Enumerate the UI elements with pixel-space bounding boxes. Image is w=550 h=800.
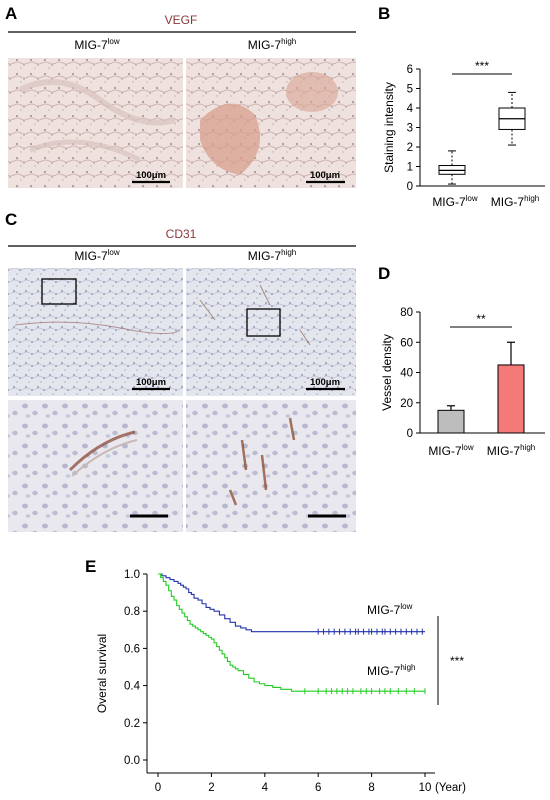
panel-d-xtick-high: MIG-7high <box>487 443 535 458</box>
panel-a-letter: A <box>5 4 17 23</box>
panel-c-zoom-low <box>8 400 183 532</box>
chart-e-ytick-label: 0.2 <box>124 718 140 730</box>
chart-d-ytick-label: 20 <box>400 398 413 410</box>
chart-b-ytick-label: 4 <box>407 103 414 115</box>
panel-b-significance: *** <box>475 59 489 73</box>
panel-a-micrograph-low: 100μm <box>8 58 183 188</box>
panel-a-high-label: MIG-7high <box>248 37 296 52</box>
chart-e: 0.0 0.2 0.4 0.6 0.8 1.0 0 2 4 6 8 10 (Year) Overal su… <box>95 569 466 794</box>
chart-b-ytick-label: 3 <box>407 123 413 135</box>
chart-d-ytick-label: 80 <box>400 307 413 319</box>
chart-e-ytick-label: 0.8 <box>124 606 140 618</box>
chart-d-bar <box>497 364 525 434</box>
chart-e-ytick-label: 0.6 <box>124 643 140 655</box>
panel-d-xtick-low: MIG-7low <box>428 443 474 458</box>
chart-d-ytick-label: 0 <box>407 428 413 440</box>
panel-b-xtick-high: MIG-7high <box>491 194 539 209</box>
panel-c-micrograph-low: 100μm <box>8 268 183 396</box>
chart-b: 0 1 2 3 4 5 6 Staining intensity <box>382 64 545 193</box>
chart-b-ylabel: Staining intensity <box>382 82 396 173</box>
panel-d-significance: ** <box>476 312 486 326</box>
chart-d-ytick-label: 40 <box>400 368 413 380</box>
chart-e-ytick-label: 1.0 <box>124 569 140 581</box>
chart-e-xtick-label: 0 <box>155 782 161 794</box>
chart-e-xtick-label: 6 <box>315 782 321 794</box>
panel-b-xtick-low: MIG-7low <box>432 194 478 209</box>
chart-b-ytick-label: 2 <box>407 142 413 154</box>
panel-a-stain-title: VEGF <box>165 13 198 27</box>
chart-e-xtick-label: 4 <box>262 782 269 794</box>
panel-a-micrograph-high: 100μm <box>186 58 356 188</box>
chart-b-ytick-label: 1 <box>407 162 413 174</box>
panel-a-low-label: MIG-7low <box>74 37 120 52</box>
panel-c-zoom-high <box>186 400 356 532</box>
chart-d-ylabel: Vessel density <box>380 334 394 411</box>
chart-d-bar <box>437 409 465 434</box>
chart-e-xtick-label: 8 <box>368 782 374 794</box>
panel-e-label-high: MIG-7high <box>367 663 415 678</box>
panel-c-low-label: MIG-7low <box>74 248 120 263</box>
chart-d: 0 20 40 60 80 Vessel density <box>380 307 545 440</box>
chart-e-survival-line-high <box>158 573 425 692</box>
chart-e-ytick-label: 0.4 <box>124 681 141 693</box>
chart-e-survival-line-low <box>158 573 425 633</box>
chart-b-ytick-label: 0 <box>407 181 413 193</box>
panel-e-significance: *** <box>450 654 464 668</box>
chart-e-x-unit: (Year) <box>435 782 466 794</box>
panel-a-scale-low: 100μm <box>136 170 166 181</box>
chart-d-ytick-label: 60 <box>400 337 413 349</box>
panel-a-scale-high: 100μm <box>310 170 340 181</box>
chart-b-ytick-label: 5 <box>407 84 413 96</box>
panel-c-micrograph-high: 100μm <box>186 268 356 396</box>
panel-c-high-label: MIG-7high <box>248 248 296 263</box>
chart-e-xtick-label: 2 <box>208 782 214 794</box>
chart-b-ytick-label: 6 <box>407 64 413 76</box>
chart-e-ylabel: Overal survival <box>95 634 109 713</box>
panel-c-scale-low: 100μm <box>136 377 166 388</box>
panel-c-stain-title: CD31 <box>166 227 197 241</box>
panel-b-letter: B <box>378 4 390 23</box>
chart-e-xtick-label: 10 <box>419 782 432 794</box>
panel-c-scale-high: 100μm <box>310 377 340 388</box>
chart-e-ytick-label: 0.0 <box>124 755 140 767</box>
panel-e-label-low: MIG-7low <box>367 602 413 617</box>
panel-d-letter: D <box>378 264 390 283</box>
panel-c-letter: C <box>5 210 17 229</box>
panel-e-letter: E <box>85 557 96 576</box>
